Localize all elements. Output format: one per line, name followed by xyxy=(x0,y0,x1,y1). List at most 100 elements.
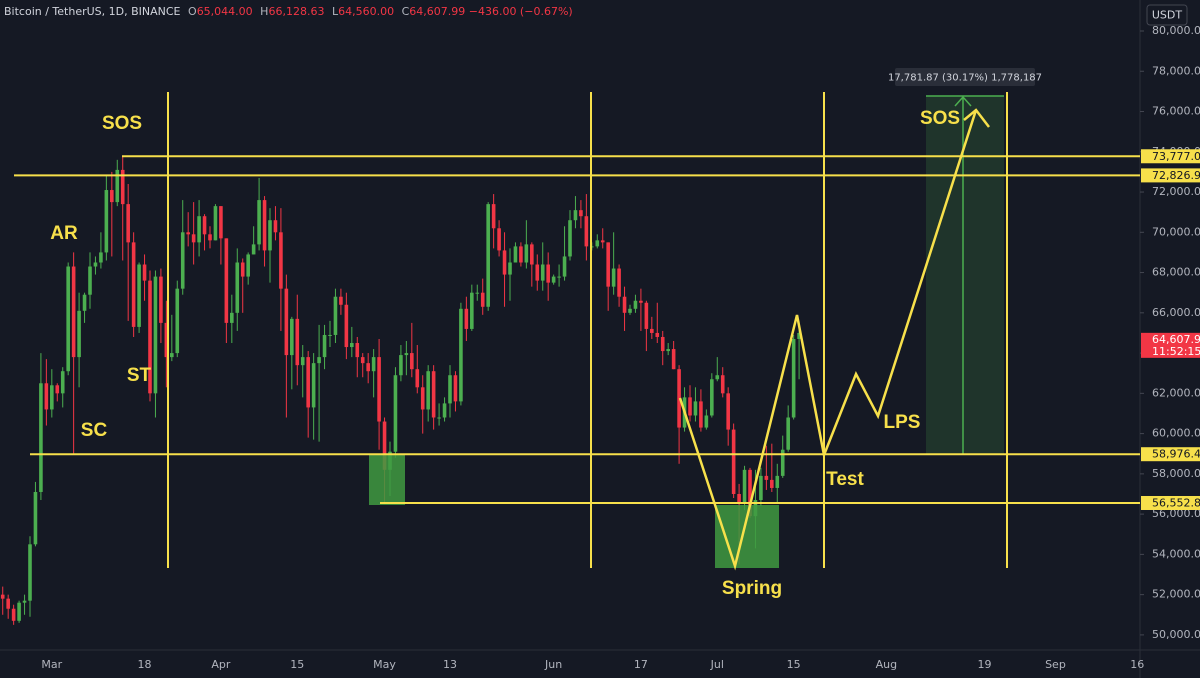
candle-body xyxy=(426,371,430,410)
x-tick-label: 19 xyxy=(978,658,992,671)
candle-body xyxy=(322,334,327,358)
annotation: SOS xyxy=(920,108,960,129)
candle-body xyxy=(650,328,654,333)
y-tick-label: 68,000.00 xyxy=(1152,266,1200,279)
candle-body xyxy=(6,598,10,609)
candle-body xyxy=(66,266,70,372)
y-tick-label: 52,000.00 xyxy=(1152,588,1200,601)
y-tick-label: 58,000.00 xyxy=(1152,467,1200,480)
level-label-box xyxy=(1141,447,1200,462)
candle-body xyxy=(540,264,545,281)
candle-body xyxy=(530,244,534,265)
candle-body xyxy=(137,264,141,327)
candle-body xyxy=(202,216,207,235)
candle-body xyxy=(786,417,790,450)
candle-body xyxy=(759,475,763,501)
x-tick-label: 16 xyxy=(1130,658,1144,671)
candle-body xyxy=(257,200,261,245)
currency-label[interactable]: USDT xyxy=(1152,9,1183,22)
candle-body xyxy=(60,371,65,394)
candle-body xyxy=(355,343,360,358)
y-tick-label: 80,000.00 xyxy=(1152,24,1200,37)
candle-body xyxy=(573,210,578,221)
candle-body xyxy=(311,363,316,408)
candle-body xyxy=(344,304,349,348)
candle-body xyxy=(11,608,16,621)
candles xyxy=(0,155,801,625)
ohlc-key: O xyxy=(188,5,197,18)
y-tick-label: 50,000.00 xyxy=(1152,628,1200,641)
candle-body xyxy=(208,234,212,241)
candle-body xyxy=(197,216,201,243)
annotation: SC xyxy=(81,420,108,441)
candle-body xyxy=(120,169,125,205)
candle-body xyxy=(464,308,469,329)
candle-body xyxy=(290,318,294,356)
candle-body xyxy=(595,240,600,247)
candle-body xyxy=(480,292,485,307)
candle-body xyxy=(366,363,370,372)
ohlc-key: C xyxy=(401,5,410,18)
symbol-header: Bitcoin / TetherUS, 1D, BINANCE O65,044.… xyxy=(4,5,573,18)
candle-body xyxy=(300,357,305,366)
annotation: Test xyxy=(826,469,864,490)
candle-body xyxy=(731,429,736,494)
x-tick-label: Mar xyxy=(41,658,62,671)
currency-button[interactable] xyxy=(1146,4,1188,26)
y-tick-label: 62,000.00 xyxy=(1152,386,1200,399)
candle-body xyxy=(110,190,114,203)
candle-body xyxy=(491,204,496,229)
measure-label-box xyxy=(895,68,1035,86)
candle-body xyxy=(715,375,720,380)
candle-body xyxy=(39,383,43,492)
candle-body xyxy=(17,602,21,621)
x-tick-label: 15 xyxy=(290,658,304,671)
candle-body xyxy=(704,415,709,428)
candle-body xyxy=(246,254,250,277)
candle-body xyxy=(660,336,665,352)
projection-arrowhead xyxy=(963,108,990,128)
x-tick-label: 17 xyxy=(634,658,648,671)
candle-body xyxy=(513,246,518,263)
x-tick-label: Aug xyxy=(876,658,897,671)
measure-arrowhead xyxy=(954,95,972,107)
candle-body xyxy=(213,206,218,241)
ohlc-value: 65,044.00 xyxy=(196,5,253,18)
candle-body xyxy=(622,296,627,313)
x-tick-label: Sep xyxy=(1045,658,1066,671)
current-price-label: 64,607.99 xyxy=(1152,333,1200,346)
candle-body xyxy=(170,353,174,358)
candle-body xyxy=(175,288,180,354)
x-tick-label: 13 xyxy=(443,658,457,671)
candle-body xyxy=(159,276,163,323)
level-label: 58,976.41 xyxy=(1152,448,1200,461)
candle-body xyxy=(393,375,398,452)
candle-body xyxy=(126,204,130,243)
candle-body xyxy=(797,332,801,339)
candle-body xyxy=(442,403,447,418)
candle-body xyxy=(688,397,692,416)
candle-body xyxy=(475,292,480,294)
candle-body xyxy=(230,312,234,323)
candle-body xyxy=(22,600,27,603)
candle-body xyxy=(448,375,452,404)
candle-body xyxy=(606,242,610,287)
candle-body xyxy=(131,242,136,327)
candle-body xyxy=(633,300,638,309)
candle-body xyxy=(164,322,169,358)
drawings: 17,781.87 (30.17%) 1,778,187 USDT xyxy=(14,4,1188,571)
candle-body xyxy=(77,310,81,358)
candle-body xyxy=(699,401,703,428)
annotation: Spring xyxy=(722,578,782,599)
annotation: AR xyxy=(50,223,78,244)
candle-body xyxy=(328,334,332,336)
candle-body xyxy=(459,308,463,402)
candle-body xyxy=(546,264,550,283)
annotation: ST xyxy=(127,365,152,386)
candle-body xyxy=(93,262,98,267)
ohlc-value: 64,560.00 xyxy=(338,5,395,18)
candle-body xyxy=(780,449,785,476)
candle-body xyxy=(295,318,300,366)
